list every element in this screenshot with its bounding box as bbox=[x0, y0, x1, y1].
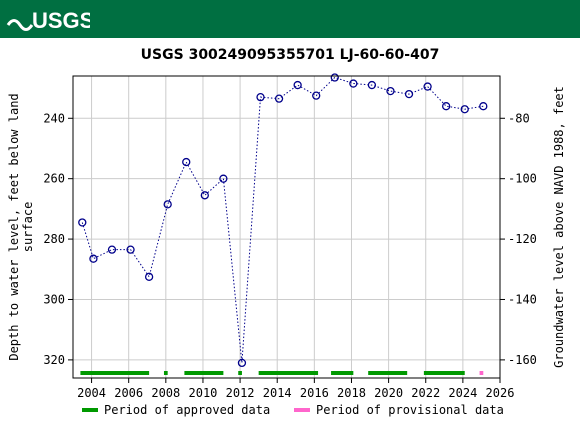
data-points bbox=[78, 73, 488, 368]
x-tick-label: 2024 bbox=[448, 386, 477, 400]
legend-approved-swatch bbox=[82, 408, 98, 412]
x-tick-label: 2004 bbox=[77, 386, 106, 400]
y-right-tick-label: -140 bbox=[508, 292, 537, 306]
approved-period-bar bbox=[163, 371, 168, 375]
legend-provisional-swatch bbox=[294, 408, 310, 412]
approved-period-bar bbox=[80, 371, 150, 375]
x-tick-label: 2010 bbox=[189, 386, 218, 400]
data-point bbox=[274, 94, 284, 103]
series-line-group bbox=[81, 76, 484, 363]
y-left-tick-label: 260 bbox=[43, 172, 65, 186]
y-axis-left-title-line: surface bbox=[21, 202, 35, 253]
legend-approved-label: Period of approved data bbox=[104, 403, 270, 417]
data-point bbox=[293, 80, 302, 90]
usgs-logo-wave-icon bbox=[6, 19, 34, 31]
approved-period-bar bbox=[368, 371, 408, 375]
x-tick-label: 2014 bbox=[263, 386, 292, 400]
data-point bbox=[78, 218, 87, 227]
data-point bbox=[107, 245, 117, 254]
y-right-tick-label: -160 bbox=[508, 353, 537, 367]
y-left-tick-label: 240 bbox=[43, 111, 65, 125]
data-point bbox=[349, 79, 358, 88]
y-axis-left-title: Depth to water level, feet below landsur… bbox=[7, 93, 35, 360]
data-point bbox=[89, 254, 98, 263]
approved-period-bar bbox=[184, 371, 224, 375]
data-point bbox=[423, 82, 432, 91]
usgs-header-bar: USGS bbox=[0, 0, 580, 38]
y-right-tick-label: -120 bbox=[508, 232, 537, 246]
data-point bbox=[256, 92, 265, 102]
x-tick-label: 2026 bbox=[486, 386, 515, 400]
usgs-logo-text: USGS bbox=[32, 8, 90, 33]
chart-title: USGS 300249095355701 LJ-60-60-407 bbox=[141, 47, 440, 63]
approved-period-bar bbox=[258, 371, 319, 375]
approved-period-bar bbox=[238, 371, 242, 375]
y-axis-left: 240 260 280 300 320 bbox=[43, 111, 73, 367]
y-axis-right-title: Groundwater level above NAVD 1988, feet bbox=[552, 86, 566, 368]
data-point bbox=[144, 272, 154, 281]
x-tick-label: 2006 bbox=[114, 386, 143, 400]
x-tick-label: 2020 bbox=[374, 386, 403, 400]
y-right-tick-label: -80 bbox=[508, 111, 530, 125]
x-tick-label: 2018 bbox=[337, 386, 366, 400]
series-line bbox=[81, 76, 484, 363]
data-point bbox=[126, 245, 135, 254]
approved-period-bar bbox=[423, 371, 465, 375]
x-tick-label: 2008 bbox=[151, 386, 180, 400]
x-tick-label: 2016 bbox=[300, 386, 329, 400]
data-point bbox=[367, 80, 377, 90]
data-point bbox=[200, 191, 209, 200]
x-tick-label: 2022 bbox=[411, 386, 440, 400]
data-period-bars bbox=[80, 371, 484, 375]
y-left-tick-label: 320 bbox=[43, 353, 65, 367]
x-axis: 2004 2006 2008 2010 2012 2014 2016 2018 2020 2022… bbox=[77, 378, 514, 400]
grid bbox=[73, 76, 501, 378]
provisional-period-bar bbox=[479, 371, 484, 375]
y-right-tick-label: -100 bbox=[508, 172, 537, 186]
data-point bbox=[442, 102, 451, 111]
data-point bbox=[219, 174, 228, 183]
data-point bbox=[330, 73, 339, 82]
y-axis-left-title-line: Depth to water level, feet below land bbox=[7, 93, 21, 360]
data-point bbox=[312, 91, 321, 100]
legend: Period of approved data Period of provis… bbox=[82, 403, 504, 417]
plot-area bbox=[73, 76, 500, 378]
data-point bbox=[182, 157, 191, 167]
x-tick-label: 2012 bbox=[226, 386, 255, 400]
plot-frame bbox=[72, 75, 501, 379]
data-point bbox=[237, 358, 247, 368]
y-axis-right: -80 -100 -120 -140 -160 bbox=[500, 111, 537, 367]
approved-period-bar bbox=[331, 371, 354, 375]
data-point bbox=[386, 86, 395, 96]
data-point bbox=[479, 102, 488, 111]
y-left-tick-label: 300 bbox=[43, 292, 65, 306]
legend-provisional-label: Period of provisional data bbox=[316, 403, 504, 417]
data-point bbox=[163, 200, 172, 209]
y-left-tick-label: 280 bbox=[43, 232, 65, 246]
data-point bbox=[404, 89, 414, 99]
usgs-logo: USGS bbox=[6, 8, 90, 33]
data-point bbox=[460, 105, 469, 114]
